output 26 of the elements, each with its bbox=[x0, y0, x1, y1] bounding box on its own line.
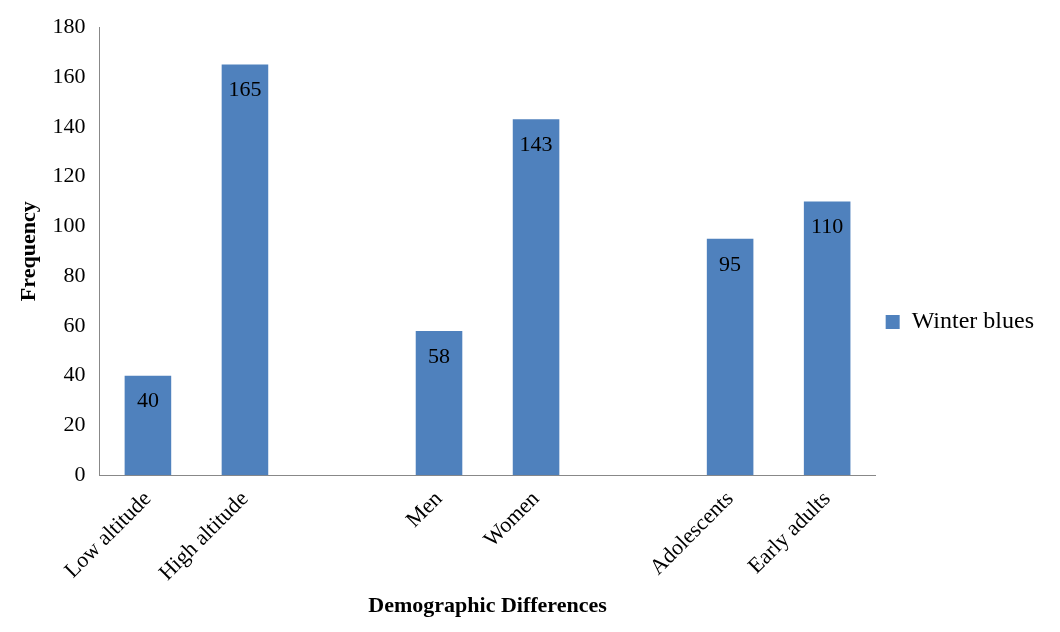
data-label: 40 bbox=[136, 387, 159, 413]
bar bbox=[415, 330, 463, 476]
legend-label: Winter blues bbox=[911, 307, 1035, 334]
data-label: 143 bbox=[519, 131, 553, 157]
y-tick-label: 120 bbox=[52, 162, 86, 188]
data-label: 58 bbox=[428, 342, 451, 368]
y-tick-label: 40 bbox=[63, 361, 86, 387]
bar bbox=[512, 119, 560, 476]
bar bbox=[221, 64, 269, 476]
x-axis-title: Demographic Differences bbox=[368, 592, 608, 618]
y-tick-label: 20 bbox=[63, 411, 86, 437]
bar bbox=[803, 201, 851, 476]
data-label: 165 bbox=[228, 76, 262, 102]
y-tick-label: 140 bbox=[52, 112, 86, 138]
data-label: 95 bbox=[719, 250, 742, 276]
data-label: 110 bbox=[811, 213, 844, 239]
bar bbox=[124, 375, 172, 476]
bar bbox=[706, 238, 754, 476]
y-tick-label: 160 bbox=[52, 62, 86, 88]
y-tick-label: 0 bbox=[74, 461, 86, 487]
y-axis-title: Frequency bbox=[14, 201, 40, 302]
y-tick-label: 100 bbox=[52, 212, 86, 238]
y-tick-label: 60 bbox=[63, 311, 86, 337]
y-tick-label: 180 bbox=[52, 12, 86, 38]
x-tick-label: Men bbox=[400, 485, 447, 532]
y-tick-label: 80 bbox=[63, 261, 86, 287]
